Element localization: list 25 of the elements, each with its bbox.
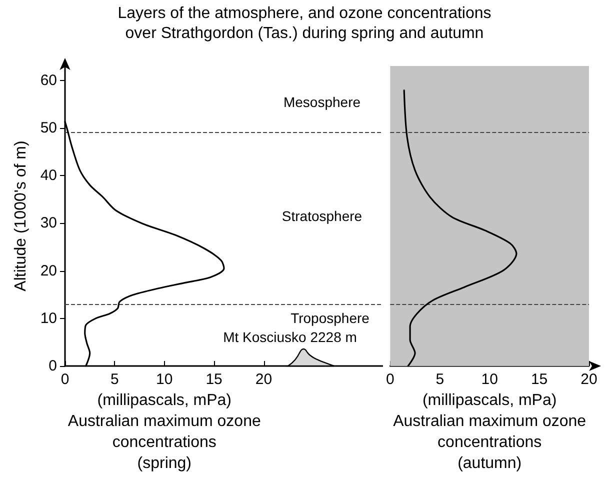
annotation: Mt Kosciusko 2228 m [223, 329, 357, 345]
y-tick-label: 10 [40, 310, 57, 327]
x-tick-label: 20 [580, 371, 598, 388]
x-tick-label: 20 [255, 371, 272, 388]
x-tick-label: 15 [206, 371, 222, 388]
y-axis-title: Altitude (1000's of m) [12, 140, 30, 292]
y-tick-label: 40 [40, 167, 57, 184]
x-tick-label: 15 [530, 371, 548, 388]
y-tick-label: 50 [40, 119, 57, 136]
x-tick-label: 10 [156, 371, 173, 388]
annotation: Stratosphere [282, 208, 362, 224]
annotation: Mesosphere [283, 94, 361, 110]
y-tick-label: 60 [40, 72, 57, 89]
x-axis-title: (millipascals, mPa) Australian maximum ozone concentrations (autumn) [393, 392, 586, 472]
x-tick-label: 0 [386, 371, 394, 388]
y-tick-label: 0 [48, 358, 57, 374]
chart-title: Layers of the atmosphere, and ozone concentrations over Strathgordon (Tas.) during spring and autumn [116, 4, 492, 44]
x-tick-label: 10 [481, 371, 498, 388]
x-tick-label: 5 [110, 371, 119, 388]
x-axis-title: (millipascals, mPa) Australian maximum ozone concentrations (spring) [68, 392, 261, 472]
y-tick-label: 20 [40, 262, 57, 280]
x-tick-label: 0 [60, 371, 70, 388]
x-tick-label: 5 [436, 371, 444, 388]
annotation: Troposphere [290, 310, 370, 326]
y-tick-label: 30 [40, 214, 57, 232]
